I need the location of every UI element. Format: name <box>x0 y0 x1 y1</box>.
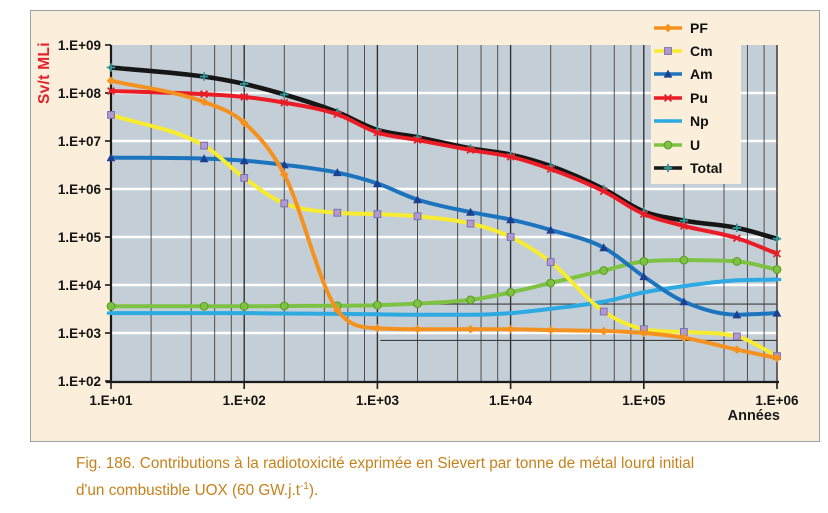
legend-label: Pu <box>690 89 708 106</box>
y-tick-label: 1.E+09 <box>58 38 101 53</box>
legend-swatch-Np <box>654 119 682 123</box>
legend-swatch-Cm <box>654 47 682 55</box>
y-tick-label: 1.E+04 <box>58 278 102 293</box>
x-tick-label: 1.E+06 <box>755 393 799 408</box>
legend-item-U: U <box>653 133 741 156</box>
axes <box>105 44 779 389</box>
series-Am <box>106 153 782 319</box>
x-tick-label: 1.E+01 <box>89 393 133 408</box>
y-axis-title: Sv/t MLi <box>36 42 53 104</box>
x-tick-label: 1.E+04 <box>489 393 533 408</box>
figure-caption: Fig. 186. Contributions à la radiotoxici… <box>76 452 796 502</box>
legend-label: Cm <box>690 43 713 60</box>
chart-legend: PF Cm Am Pu Np U Total <box>651 13 741 184</box>
legend-label: Np <box>690 113 709 130</box>
legend-label: Total <box>690 160 723 177</box>
legend-item-Pu: Pu <box>653 86 741 109</box>
legend-item-PF: PF <box>653 16 741 39</box>
x-tick-label: 1.E+05 <box>622 393 666 408</box>
x-axis-title: Années <box>727 408 780 424</box>
x-tick-label: 1.E+03 <box>356 393 400 408</box>
legend-item-Am: Am <box>653 63 741 86</box>
series-Np <box>106 277 782 317</box>
legend-swatch-Pu <box>654 93 682 102</box>
legend-swatch-U <box>654 140 682 150</box>
legend-item-Total: Total <box>653 156 741 179</box>
y-tick-label: 1.E+06 <box>58 182 102 197</box>
legend-swatch-PF <box>654 23 682 32</box>
tick-labels: 1.E+09 1.E+08 1.E+07 1.E+06 1.E+05 1.E+04 1.E+… <box>58 38 799 408</box>
legend-item-Np: Np <box>653 110 741 133</box>
y-tick-label: 1.E+07 <box>58 134 101 149</box>
legend-label: PF <box>690 19 708 36</box>
legend-label: U <box>690 136 701 153</box>
series-Pu <box>106 87 782 258</box>
x-tick-label: 1.E+02 <box>223 393 266 408</box>
legend-swatch-Am <box>654 70 682 79</box>
y-tick-label: 1.E+08 <box>58 86 102 101</box>
legend-item-Cm: Cm <box>653 39 741 62</box>
caption-line-1: Fig. 186. Contributions à la radiotoxici… <box>76 455 695 472</box>
caption-line-2: d'un combustible UOX (60 GW.j.t-1). <box>76 481 319 500</box>
y-tick-label: 1.E+05 <box>58 230 102 245</box>
y-tick-label: 1.E+03 <box>58 326 102 341</box>
legend-label: Am <box>690 66 713 83</box>
y-tick-label: 1.E+02 <box>58 374 101 389</box>
series-PF <box>106 76 782 363</box>
legend-swatch-Total <box>654 163 682 173</box>
